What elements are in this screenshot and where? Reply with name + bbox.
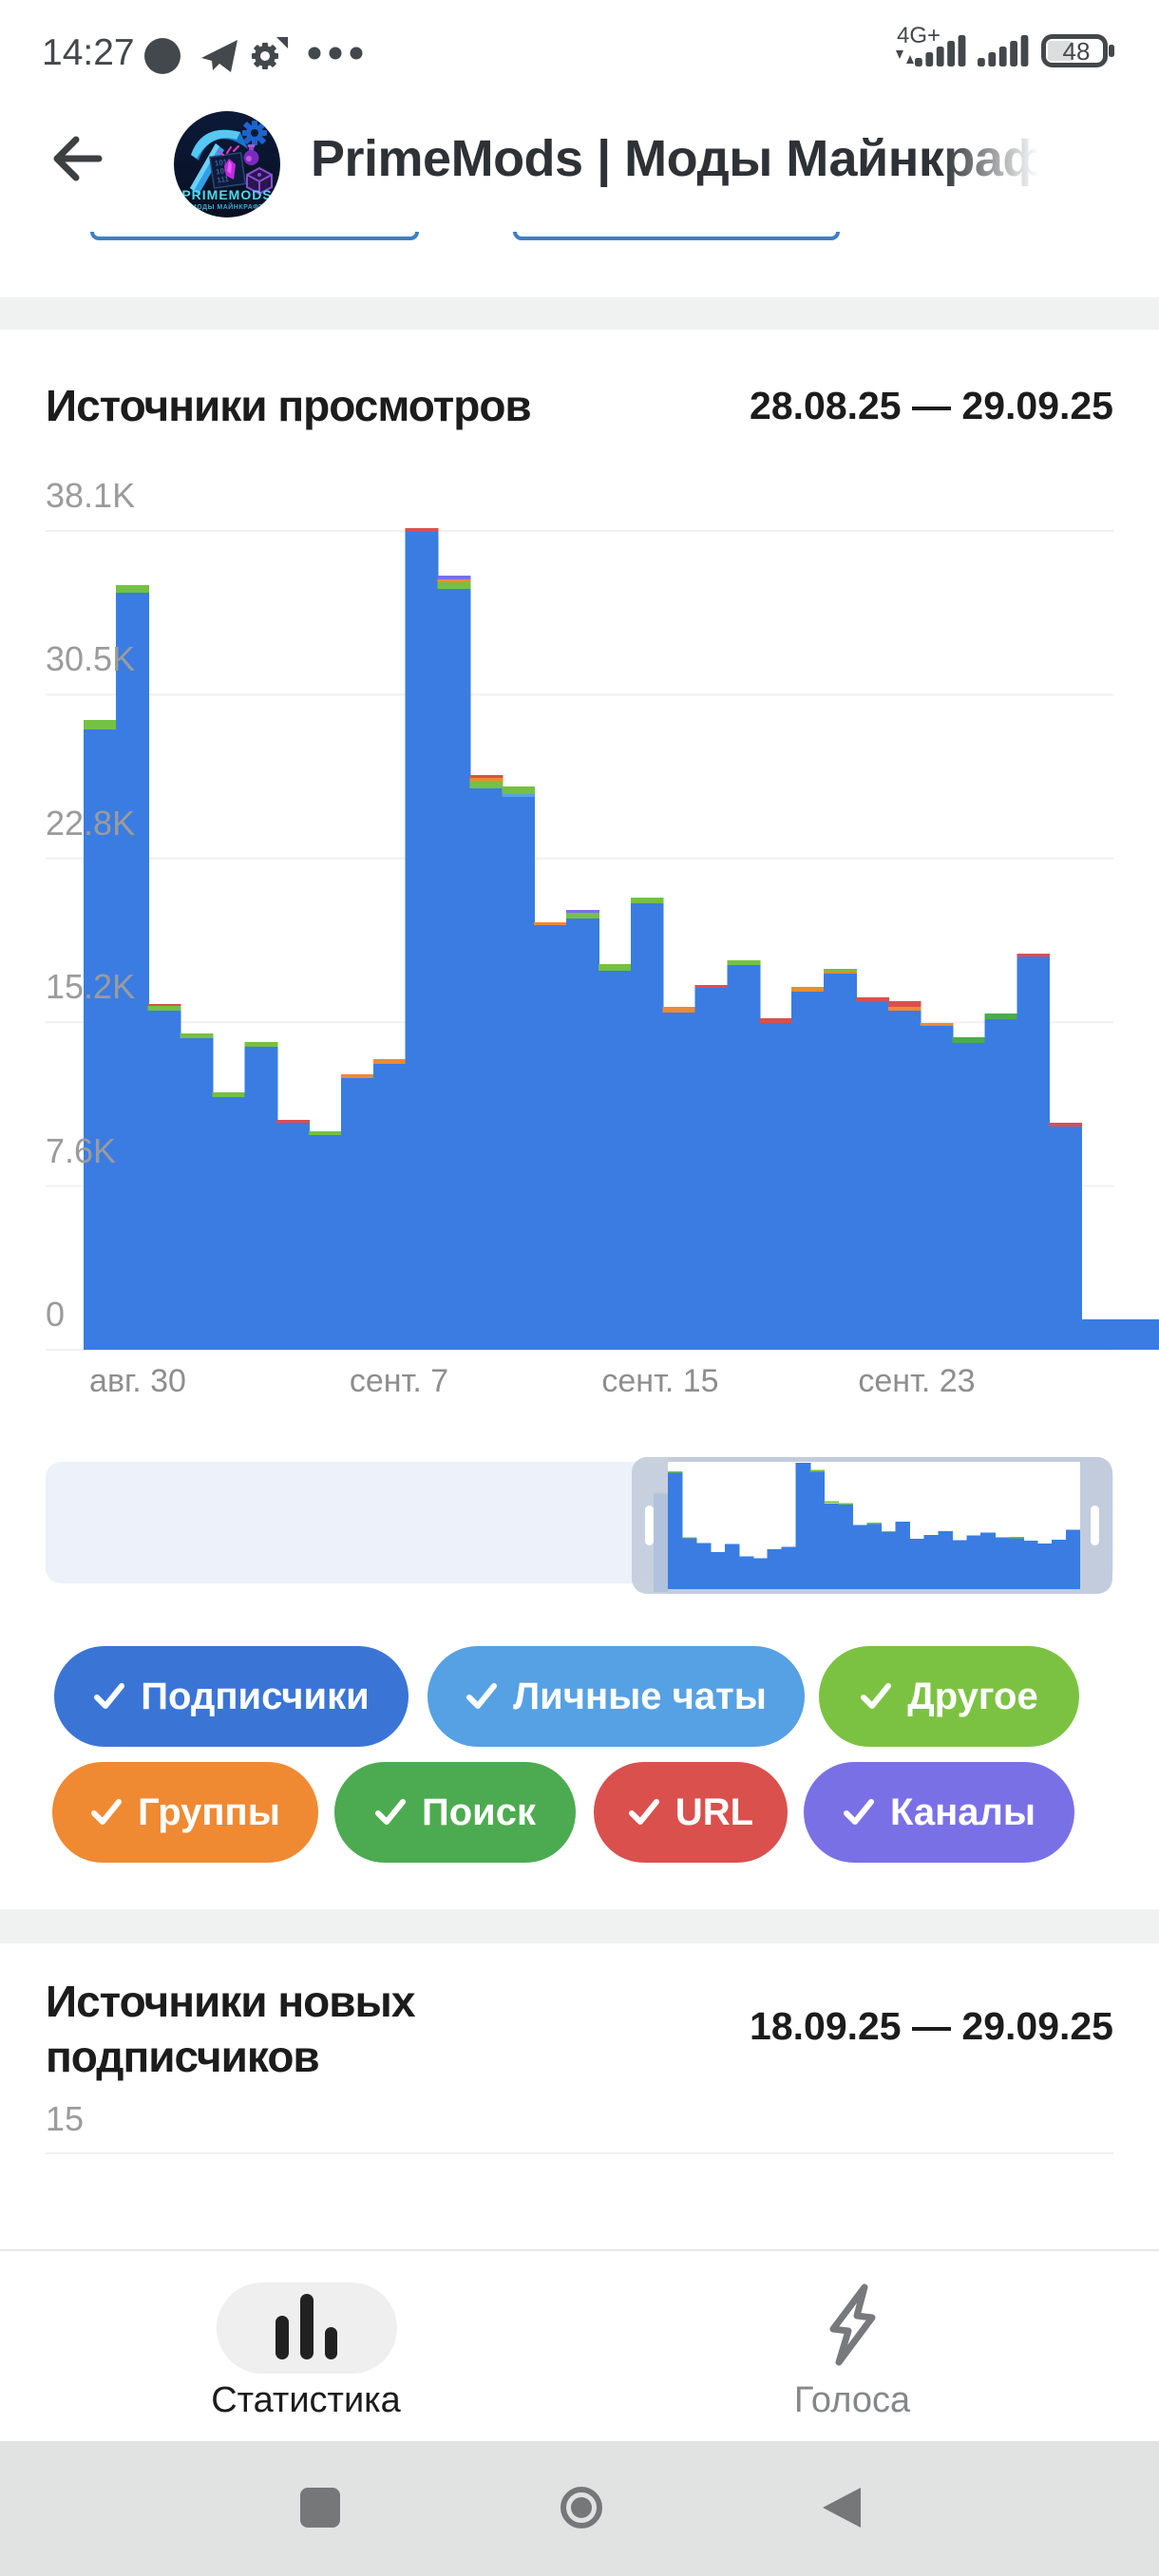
svg-text:48: 48 [1063,37,1091,66]
svg-text:100: 100 [216,166,230,177]
svg-text:111: 111 [217,175,230,185]
svg-text:PRIMEMODS: PRIMEMODS [181,187,272,202]
svg-text:101: 101 [214,158,228,168]
svg-text:МОДЫ МАЙНКРАФТ: МОДЫ МАЙНКРАФТ [191,202,263,211]
